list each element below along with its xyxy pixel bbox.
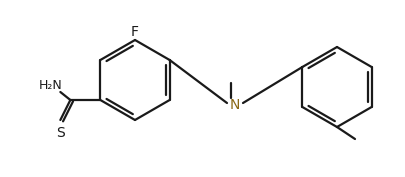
Text: F: F	[131, 25, 139, 39]
Text: N: N	[229, 98, 240, 112]
Text: H₂N: H₂N	[38, 79, 62, 93]
Text: S: S	[56, 126, 64, 140]
